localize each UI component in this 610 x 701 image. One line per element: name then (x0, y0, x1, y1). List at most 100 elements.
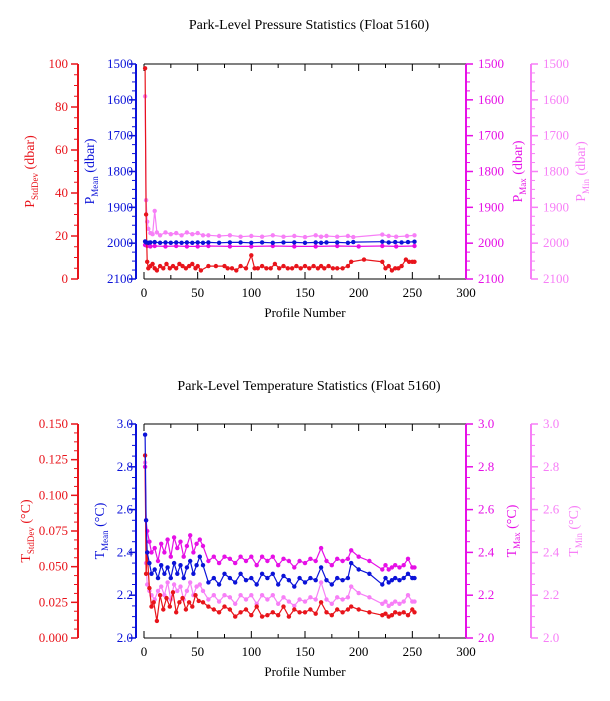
data-point-stddev (183, 607, 189, 612)
x-tick-label: 100 (242, 644, 262, 659)
y-axis-label-sub: Max (512, 532, 522, 549)
y-axis-label-mean: PMean (dbar) (83, 138, 100, 204)
y-tick-label: 2000 (543, 235, 569, 250)
y-axis-label-unit: (°C) (567, 505, 582, 533)
y-tick-label: 2.2 (117, 587, 133, 602)
data-point-min (165, 580, 170, 585)
data-point-min (243, 597, 249, 602)
data-point-stddev (340, 610, 345, 615)
data-point-max (195, 244, 200, 249)
data-point-stddev (142, 66, 148, 71)
data-point-min (393, 599, 398, 604)
data-point-stddev (259, 614, 265, 619)
data-point-max (259, 554, 265, 559)
data-point-stddev (225, 266, 230, 271)
data-point-stddev (285, 266, 290, 271)
data-point-mean (227, 575, 233, 581)
data-point-stddev (302, 263, 308, 269)
y-tick-label: 1500 (107, 56, 133, 71)
data-point-mean (238, 240, 243, 245)
data-point-stddev (145, 259, 150, 264)
chart-title: Park-Level Pressure Statistics (Float 51… (189, 18, 430, 33)
data-point-min (281, 234, 286, 239)
y-tick-label: 1600 (543, 92, 569, 107)
data-point-stddev (289, 266, 295, 271)
data-point-min (174, 230, 179, 236)
data-point-stddev (264, 266, 269, 271)
data-point-mean (188, 558, 193, 564)
y-axis-label-main: P (511, 195, 526, 203)
data-point-stddev (196, 598, 201, 604)
y-axis-label-sub: Min (574, 533, 584, 549)
data-point-mean (297, 575, 302, 581)
data-point-stddev (292, 607, 297, 612)
data-point-mean (165, 565, 170, 570)
data-point-stddev (322, 266, 327, 271)
data-point-mean (152, 567, 157, 572)
data-point-mean (222, 571, 227, 576)
data-point-max (174, 243, 179, 249)
data-point-max (380, 567, 385, 572)
data-point-max (335, 556, 340, 561)
data-point-mean (313, 578, 318, 583)
data-point-stddev (149, 604, 154, 609)
x-tick-label: 50 (191, 285, 204, 300)
data-point-max (249, 554, 254, 559)
data-point-max (188, 533, 193, 538)
data-point-stddev (367, 610, 372, 615)
data-point-stddev (177, 600, 182, 605)
chart-panel-1: Park-Level Pressure Statistics (Float 51… (23, 18, 591, 320)
data-point-min (233, 601, 238, 606)
data-point-mean (216, 240, 222, 245)
data-point-mean (143, 518, 149, 523)
y-tick-label: 0.075 (39, 523, 68, 538)
chart-panel-2: Park-Level Temperature Statistics (Float… (19, 379, 584, 679)
series-mean (142, 239, 417, 245)
data-point-max (162, 550, 167, 555)
data-point-mean (265, 575, 270, 581)
data-point-mean (184, 240, 190, 245)
data-point-min (356, 590, 361, 596)
y-axis-label-main: T (19, 554, 34, 563)
data-point-min (154, 230, 160, 235)
data-point-stddev (157, 593, 163, 598)
y-axis-stddev: 0 20 40 60 80 100 PStdDev (dbar) (23, 56, 79, 286)
data-point-stddev (234, 268, 239, 273)
y-tick-label: 3.0 (117, 416, 133, 431)
y-tick-label: 80 (55, 99, 68, 114)
data-point-min (206, 597, 211, 602)
data-point-min (286, 599, 292, 604)
data-point-mean (152, 239, 157, 245)
data-point-min (227, 595, 233, 600)
data-point-min (335, 595, 340, 600)
data-point-stddev (167, 266, 172, 271)
data-point-mean (351, 239, 356, 245)
data-point-mean (243, 578, 249, 583)
data-point-stddev (177, 261, 182, 267)
data-point-stddev (307, 266, 312, 271)
data-point-mean (145, 550, 150, 555)
data-point-mean (380, 582, 385, 587)
data-point-max (178, 539, 183, 544)
data-point-stddev (361, 257, 367, 262)
data-point-stddev (277, 266, 282, 271)
data-point-mean (206, 240, 211, 245)
data-point-min (171, 582, 177, 587)
data-point-max (313, 244, 318, 249)
data-point-mean (162, 571, 167, 576)
y-axis-label-main: T (93, 550, 108, 559)
data-point-mean (308, 575, 313, 581)
data-point-max (276, 563, 281, 568)
y-tick-label: 2.4 (543, 544, 560, 559)
y-tick-label: 1700 (107, 128, 133, 143)
data-point-max (216, 560, 222, 566)
data-point-min (211, 593, 216, 598)
data-point-min (188, 580, 193, 585)
data-point-mean (190, 240, 195, 245)
data-point-mean (349, 560, 354, 566)
data-point-mean (194, 563, 199, 568)
data-point-stddev (281, 604, 286, 609)
data-point-stddev (349, 259, 354, 264)
data-point-min (178, 584, 183, 589)
data-point-mean (281, 240, 286, 245)
